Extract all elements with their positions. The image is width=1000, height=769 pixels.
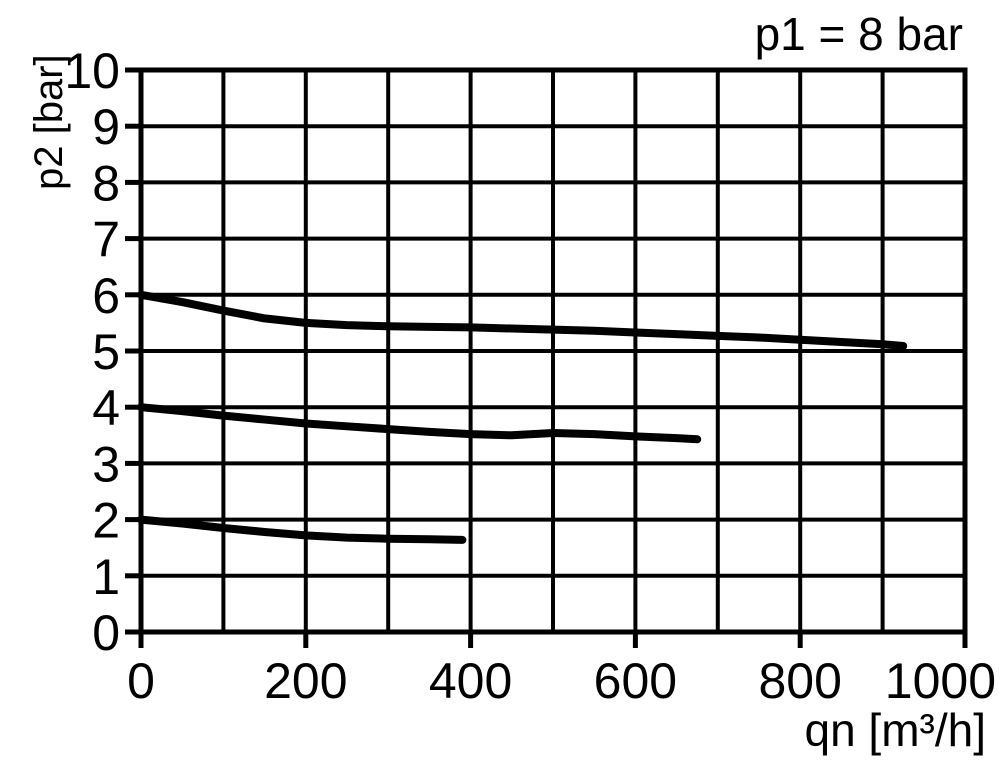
y-axis-label: p2 [bar] [27, 54, 71, 190]
y-tick-label: 7 [92, 212, 120, 268]
x-tick-label: 600 [594, 653, 677, 709]
x-tick-label: 800 [758, 653, 841, 709]
curve-set-6bar [137, 290, 908, 350]
curve-set-2bar [137, 515, 467, 544]
y-tick-label: 5 [92, 324, 120, 380]
x-axis-label: qn [m³/h] [804, 704, 986, 756]
y-tick-label: 6 [92, 268, 120, 324]
y-tick-label: 2 [92, 493, 120, 549]
y-tick-label: 1 [92, 549, 120, 605]
y-tick-label: 8 [92, 155, 120, 211]
y-tick-label: 0 [92, 605, 120, 661]
y-tick-label: 9 [92, 99, 120, 155]
chart-title: p1 = 8 bar [755, 8, 963, 60]
y-tick-label: 3 [92, 436, 120, 492]
x-tick-label: 0 [127, 653, 155, 709]
y-tick-label: 4 [92, 380, 120, 436]
y-tick-label: 10 [64, 43, 120, 99]
x-axis-tick-labels: 0 200 400 600 800 1000 [127, 653, 996, 709]
x-tick-label: 200 [264, 653, 347, 709]
curve-set-4bar [137, 403, 702, 444]
x-tick-label: 1000 [885, 653, 996, 709]
x-axis-ticks [138, 632, 968, 648]
pressure-flow-curves [137, 290, 908, 544]
x-tick-label: 400 [429, 653, 512, 709]
